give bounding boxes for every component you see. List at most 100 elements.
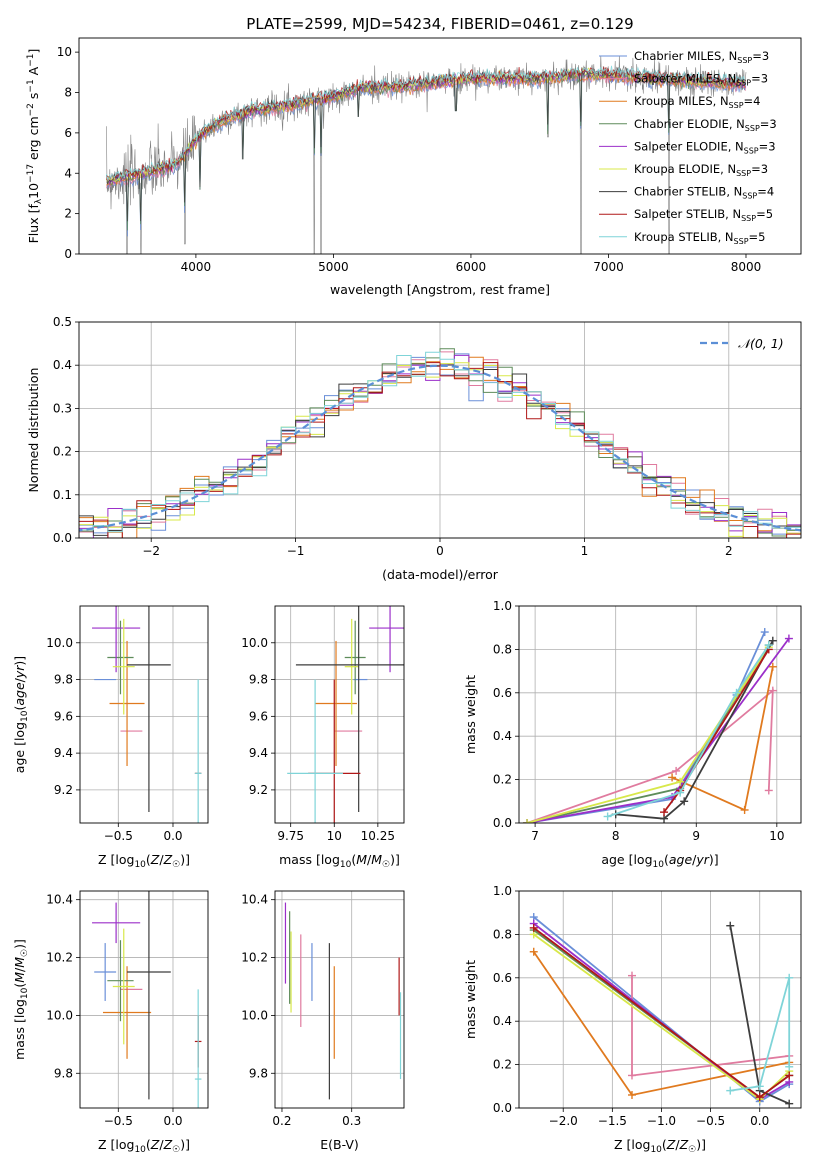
errorbar-4 [92, 606, 141, 673]
weight-vs-age-panel: 7 8 9 10 0.0 0.2 0.4 0.6 0.8 1.0 age [log10(age/yr… [463, 599, 802, 870]
axes-frame [78, 321, 802, 539]
series-point [627, 1071, 636, 1080]
series-point [660, 808, 669, 817]
series-point [785, 973, 794, 982]
y-tick-label: 9.2 [249, 783, 268, 797]
histogram-8 [79, 351, 801, 537]
errorbar-4 [369, 606, 404, 673]
x-tick-label: 10 [327, 829, 342, 843]
y-tick-label: 9.8 [249, 1066, 268, 1080]
series-point [768, 662, 777, 671]
axes-frame [274, 605, 405, 824]
x-axis-label: wavelength [Angstrom, rest frame] [330, 282, 550, 297]
series-line [526, 646, 770, 823]
x-tick-label: 7000 [593, 260, 624, 274]
x-tick-label: 4000 [181, 260, 212, 274]
errorbar-2 [315, 640, 357, 766]
legend-entry: Kroupa ELODIE, NSSP=3 [634, 162, 768, 178]
x-tick-label: 0.2 [272, 1114, 291, 1128]
x-tick-label: −2 [142, 544, 160, 558]
y-tick-label: 9.2 [54, 783, 73, 797]
errorbar-2 [109, 640, 145, 766]
y-axis-label: age [log10(age/yr)] [12, 656, 30, 773]
y-tick-label: 1.0 [493, 599, 512, 613]
series-6 [611, 636, 777, 823]
y-tick-label: 0.8 [493, 642, 512, 656]
x-tick-label: 8000 [731, 260, 762, 274]
legend-entry: Kroupa STELIB, NSSP=5 [634, 230, 765, 246]
y-tick-label: 2 [64, 207, 72, 221]
y-tick-label: 10.4 [241, 893, 268, 907]
x-tick-label: −0.5 [696, 1114, 725, 1128]
series-point [627, 971, 636, 980]
series-point [760, 628, 769, 637]
y-tick-label: 0.2 [493, 773, 512, 787]
y-tick-label: 10.4 [46, 893, 73, 907]
errorbar-3 [107, 620, 134, 695]
x-tick-label: 10 [769, 829, 784, 843]
y-tick-label: 9.4 [249, 746, 268, 760]
x-tick-label: 5000 [318, 260, 349, 274]
series-point [768, 636, 777, 645]
y-tick-label: 10.0 [241, 1008, 268, 1022]
y-tick-label: 10.0 [241, 636, 268, 650]
y-tick-label: 0 [64, 247, 72, 261]
x-axis-label: age [log10(age/yr)] [601, 852, 718, 870]
figure-title: PLATE=2599, MJD=54234, FIBERID=0461, z=0… [246, 15, 633, 33]
series-point [755, 1093, 764, 1102]
y-tick-label: 8 [64, 86, 72, 100]
x-tick-label: 6000 [456, 260, 487, 274]
series-line [615, 640, 774, 820]
errorbar-area [284, 902, 402, 1100]
series-line [607, 644, 770, 818]
legend-entry: Chabrier STELIB, NSSP=4 [634, 185, 774, 201]
x-tick-label: −2.0 [549, 1114, 578, 1128]
normal-reference-curve [79, 364, 801, 532]
y-tick-label: 9.8 [249, 673, 268, 687]
x-tick-label: 0.0 [163, 829, 182, 843]
y-tick-label: 6 [64, 126, 72, 140]
series-2 [668, 662, 777, 814]
series-point [784, 634, 793, 643]
axes-frame [78, 37, 802, 255]
series-point [726, 921, 735, 930]
line-area [523, 628, 793, 823]
series-4 [523, 634, 793, 823]
series-point [676, 777, 685, 786]
y-axis-label: Flux [fλ10−17 erg cm−2 s−1 A−1] [26, 49, 44, 244]
y-tick-label: 10.2 [46, 951, 73, 965]
legend-entry: Salpeter ELODIE, NSSP=3 [634, 139, 776, 155]
mass-vs-ebv-panel: 0.2 0.3 9.8 10.0 10.2 10.4 E(B-V) [241, 890, 405, 1152]
spectrum-panel: 4000 5000 6000 7000 8000 0 2 4 6 8 10 wavelength [A… [26, 37, 802, 297]
legend-entry: Salpeter MILES, NSSP=3 [634, 72, 768, 88]
errorbar-5 [112, 928, 135, 1045]
x-tick-label: −0.5 [104, 829, 133, 843]
x-tick-label: 8 [612, 829, 620, 843]
axes-frame [274, 890, 405, 1109]
series-point [785, 1062, 794, 1071]
y-tick-label: 1.0 [493, 884, 512, 898]
x-tick-label: 2 [725, 544, 733, 558]
errorbar-6 [295, 606, 404, 812]
series-0 [523, 628, 769, 823]
y-tick-label: 4 [64, 166, 72, 180]
series-point [764, 641, 773, 650]
x-tick-label: 0.0 [163, 1114, 182, 1128]
y-tick-label: 10.2 [241, 951, 268, 965]
age-vs-mass-panel: 9.75 10 10.25 9.2 9.4 9.6 9.8 10.0 mass [log10(M… [241, 605, 405, 870]
x-axis-label: (data-model)/error [382, 567, 499, 582]
spectrum-plot-area [106, 55, 747, 254]
y-tick-label: 10.0 [46, 636, 73, 650]
y-tick-label: 0.1 [53, 488, 72, 502]
errorbar-5 [112, 618, 135, 715]
series-8 [726, 973, 794, 1095]
y-tick-label: 0.0 [493, 816, 512, 830]
x-tick-label: −1 [287, 544, 305, 558]
legend-entry: Kroupa MILES, NSSP=4 [634, 94, 760, 110]
errorbar-area [92, 891, 202, 1108]
series-point [668, 773, 677, 782]
x-tick-label: 10.25 [361, 829, 395, 843]
x-axis-label: E(B-V) [320, 1137, 359, 1152]
series-point [523, 819, 532, 823]
errorbar-6 [127, 891, 171, 1100]
